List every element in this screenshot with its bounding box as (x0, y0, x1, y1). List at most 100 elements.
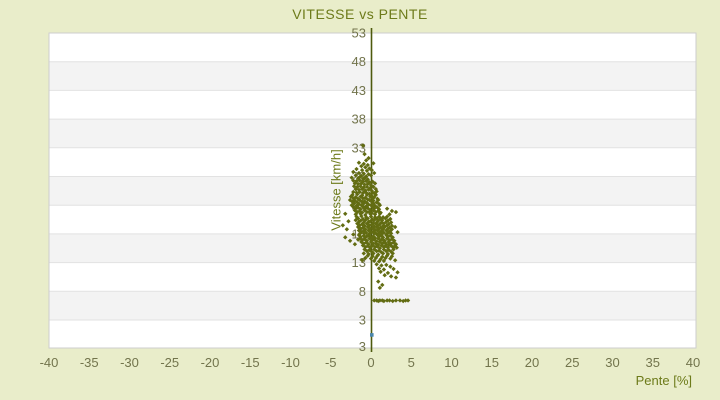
data-point (376, 279, 381, 284)
data-point (364, 209, 370, 215)
data-point (387, 298, 392, 303)
data-point (381, 244, 387, 250)
data-point (374, 248, 379, 254)
data-point (388, 249, 394, 254)
data-point (364, 168, 370, 173)
x-tick-label: -25 (160, 355, 179, 370)
plot-band (49, 291, 696, 320)
data-point (393, 209, 399, 215)
plot-band (49, 262, 696, 292)
data-point (379, 263, 384, 268)
chart-title: VITESSE vs PENTE (292, 6, 428, 22)
data-point (363, 165, 368, 170)
x-tick-label: -30 (120, 355, 139, 370)
x-tick-label: 15 (485, 355, 499, 370)
data-point (391, 266, 396, 272)
x-tick-label: 40 (686, 355, 700, 370)
data-point (377, 221, 383, 227)
data-point (361, 251, 366, 256)
data-point (372, 190, 377, 196)
x-tick-label: -10 (281, 355, 300, 370)
data-point (393, 275, 399, 280)
data-point (388, 274, 394, 279)
data-point (370, 235, 375, 241)
data-point (362, 151, 367, 157)
plot-band (49, 33, 696, 62)
data-point (340, 223, 346, 228)
data-point (356, 187, 362, 192)
x-tick-label: -15 (241, 355, 260, 370)
data-point (361, 171, 366, 176)
x-tick-label: -20 (201, 355, 220, 370)
data-point (355, 184, 360, 190)
data-point (381, 267, 387, 272)
data-point (357, 174, 362, 180)
data-point (395, 229, 400, 235)
data-point (356, 232, 362, 238)
data-point (388, 264, 393, 269)
data-point (373, 255, 379, 261)
data-point (360, 196, 366, 201)
data-point (374, 239, 379, 244)
data-point (381, 298, 387, 304)
data-point (353, 212, 358, 217)
data-point (346, 219, 351, 224)
data-point (384, 206, 390, 211)
data-point (364, 192, 370, 198)
data-point (359, 213, 364, 219)
data-point (370, 204, 375, 210)
data-point (377, 211, 383, 217)
data-point (352, 208, 358, 213)
data-point (376, 259, 382, 264)
y-tick-label: 53 (352, 26, 366, 41)
y-tick-label: 48 (352, 54, 366, 69)
x-tick-label: 25 (565, 355, 579, 370)
x-tick-label: 5 (408, 355, 415, 370)
x-tick-label: 35 (646, 355, 660, 370)
data-point (405, 298, 411, 303)
y-tick-label: 3 (359, 313, 366, 328)
data-point (386, 242, 391, 248)
data-point (397, 298, 403, 303)
data-point (381, 258, 387, 264)
data-point (347, 238, 353, 243)
data-point (376, 232, 382, 237)
data-point (369, 249, 375, 254)
data-point (369, 167, 375, 173)
plot-band (49, 90, 696, 120)
data-point (380, 282, 385, 288)
data-point (363, 158, 369, 163)
data-point (392, 224, 398, 230)
data-point (351, 178, 356, 183)
data-point (383, 216, 388, 221)
data-point (344, 227, 350, 232)
data-point (355, 192, 360, 197)
data-point (351, 184, 357, 189)
data-point (372, 194, 377, 200)
data-point (356, 170, 362, 176)
data-point (385, 218, 391, 223)
data-point (371, 198, 376, 203)
x-tick-label: -5 (325, 355, 337, 370)
data-point (376, 236, 381, 241)
data-point (384, 298, 390, 303)
x-axis-title: Pente [%] (635, 373, 692, 388)
data-point (364, 233, 370, 239)
data-point (358, 218, 363, 223)
data-point (363, 174, 369, 179)
y-axis-title: Vitesse [km/h] (328, 149, 344, 231)
data-point (368, 214, 374, 219)
data-point (372, 181, 378, 186)
data-point (378, 269, 383, 274)
data-point (384, 248, 389, 254)
data-point (380, 251, 386, 256)
data-point (343, 235, 348, 240)
data-point (382, 273, 387, 278)
data-point (362, 189, 367, 194)
data-point (368, 244, 374, 249)
data-point (355, 237, 361, 242)
data-point (353, 173, 358, 178)
data-point (356, 160, 362, 165)
data-point (376, 266, 382, 271)
